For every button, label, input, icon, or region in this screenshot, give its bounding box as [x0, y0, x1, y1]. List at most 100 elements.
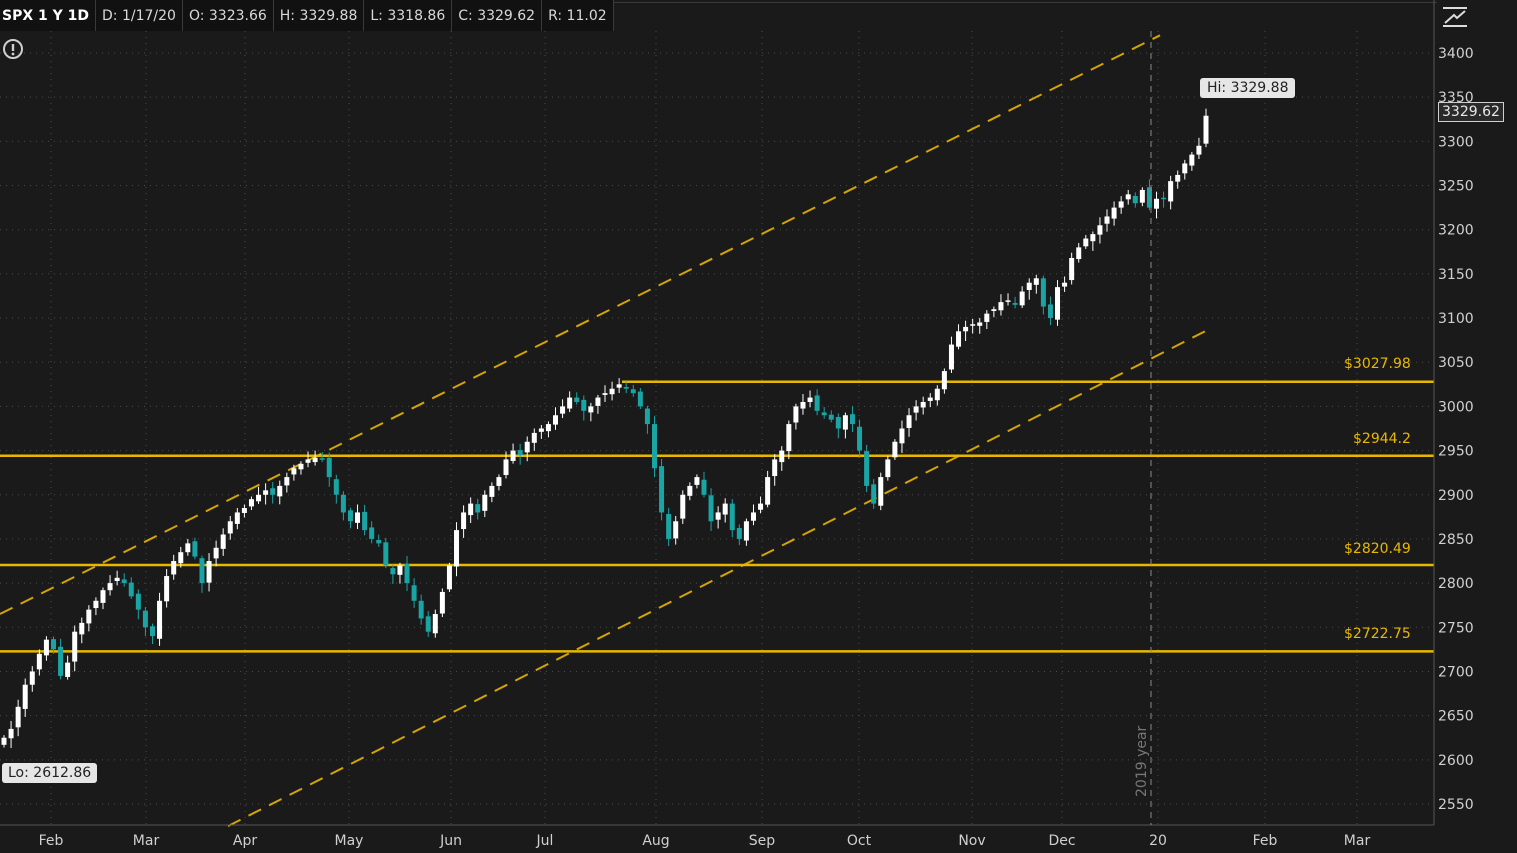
- candle-body: [1, 737, 7, 745]
- candle-body: [8, 728, 14, 739]
- candle-body: [793, 406, 799, 423]
- candle-body: [355, 512, 361, 523]
- candle-body: [871, 484, 877, 504]
- candle-body: [65, 662, 71, 677]
- price-tick-label: 3100: [1438, 311, 1474, 327]
- candle-body: [899, 428, 905, 444]
- candle-body: [602, 393, 608, 395]
- candle-body: [362, 511, 368, 531]
- candle-body: [807, 397, 813, 402]
- candle-body: [545, 424, 551, 432]
- candle-body: [319, 458, 325, 460]
- candle-body: [849, 414, 855, 425]
- candle-body: [1203, 115, 1209, 144]
- candle-body: [1125, 194, 1131, 200]
- price-tick-label: 2950: [1438, 444, 1474, 460]
- candle-body: [468, 503, 474, 516]
- candle-body: [701, 479, 707, 495]
- candle-body: [43, 639, 49, 656]
- candle-body: [616, 384, 622, 388]
- candle-body: [432, 614, 438, 634]
- candle-body: [22, 684, 28, 709]
- candle-body: [333, 479, 339, 495]
- candle-body: [234, 512, 240, 524]
- price-tick-label: 3000: [1438, 399, 1474, 415]
- candle-body: [50, 639, 56, 650]
- candle-body: [687, 485, 693, 496]
- candle-body: [694, 477, 700, 485]
- candle-body: [588, 406, 594, 413]
- candle-body: [835, 417, 841, 429]
- grid-lines: [0, 31, 1434, 825]
- candle-body: [298, 463, 304, 470]
- price-tick-label: 3050: [1438, 355, 1474, 371]
- candle-body: [496, 477, 502, 486]
- candle-body: [977, 322, 983, 326]
- candle-body: [609, 388, 615, 395]
- date-tick-label: Dec: [1048, 833, 1075, 849]
- candle-body: [1168, 181, 1174, 202]
- alert-circle-icon[interactable]: [2, 38, 24, 60]
- candle-body: [128, 582, 134, 597]
- date-tick-label: Mar: [1344, 833, 1371, 849]
- candle-body: [779, 450, 785, 463]
- price-scale-icon[interactable]: [1440, 4, 1470, 30]
- symbol-label[interactable]: SPX 1 Y 1D: [0, 0, 97, 31]
- price-tick-label: 2800: [1438, 576, 1474, 592]
- candle-body: [1154, 198, 1160, 209]
- candle-body: [729, 503, 735, 531]
- candle-body: [630, 389, 636, 394]
- candle-body: [461, 512, 467, 530]
- candle-body: [715, 512, 721, 520]
- candle-body: [538, 428, 544, 432]
- candle-body: [135, 593, 141, 610]
- candle-body: [637, 391, 643, 407]
- candle-body: [948, 344, 954, 370]
- candle-body: [885, 459, 891, 478]
- candle-body: [439, 591, 445, 614]
- year-separator-label: 2019 year: [1134, 725, 1150, 797]
- candle-body: [93, 600, 99, 609]
- date-tick-label: Jun: [439, 833, 462, 849]
- candle-body: [404, 563, 410, 584]
- candle-body: [878, 477, 884, 506]
- candle-body: [680, 494, 686, 519]
- candle-body: [390, 568, 396, 575]
- candle-body: [581, 399, 587, 411]
- candle-body: [595, 397, 601, 406]
- candle-body: [489, 485, 495, 497]
- candle-body: [58, 646, 64, 676]
- candle-body: [510, 450, 516, 462]
- high-value: H: 3329.88: [274, 0, 365, 31]
- candle-body: [397, 565, 403, 575]
- date-tick-label: Aug: [642, 833, 669, 849]
- price-axis: 2550 2600 2650 2700 2750 2800 2850 2900 2950 3000…: [0, 0, 1474, 826]
- candle-body: [651, 424, 657, 469]
- candle-body: [567, 397, 573, 409]
- candle-body: [1189, 154, 1195, 166]
- candle-body: [15, 706, 21, 728]
- candle-body: [644, 408, 650, 425]
- candle-body: [482, 494, 488, 511]
- date-tick-label: Sep: [749, 833, 776, 849]
- candle-body: [772, 459, 778, 477]
- low-price-label: Lo: 2612.86: [2, 763, 98, 783]
- candle-body: [1182, 163, 1188, 174]
- candle-body: [248, 499, 254, 507]
- last-price-badge: 3329.62: [1438, 102, 1504, 122]
- candle-body: [206, 561, 212, 583]
- candle-body: [524, 441, 530, 453]
- candle-body: [277, 485, 283, 497]
- candle-body: [312, 457, 318, 463]
- support-resistance-lines: [0, 380, 1434, 653]
- price-tick-label: 3200: [1438, 223, 1474, 239]
- candle-body: [708, 495, 714, 522]
- candle-body: [1047, 304, 1053, 319]
- candlestick-series: [1, 108, 1209, 748]
- quote-header: SPX 1 Y 1D D: 1/17/20 O: 3323.66 H: 3329…: [0, 0, 614, 31]
- candle-body: [1062, 282, 1068, 287]
- candle-body: [1104, 216, 1110, 224]
- channel-line: [227, 330, 1206, 827]
- date-value: D: 1/17/20: [96, 0, 183, 31]
